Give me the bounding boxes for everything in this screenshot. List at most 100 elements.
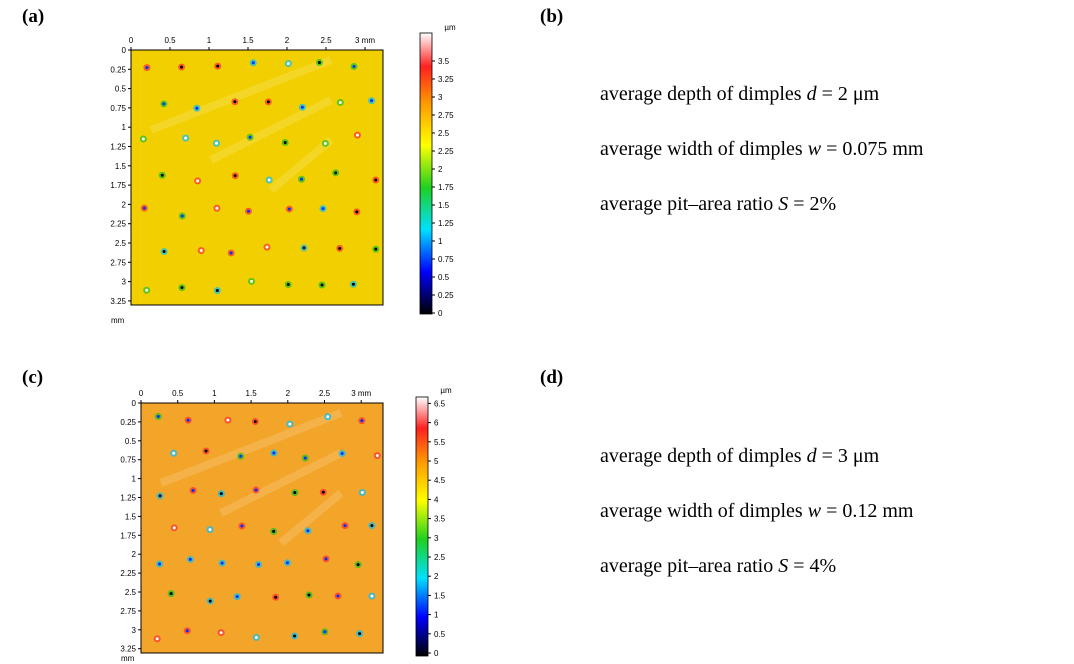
dimple (189, 487, 197, 495)
dimple (193, 104, 201, 112)
y-tick-label: 2.5 (115, 239, 127, 248)
dimple-core (145, 288, 149, 292)
dimple (182, 134, 190, 142)
dimple-core (254, 488, 258, 492)
colorbar-tick-label: 2.5 (434, 553, 446, 562)
y-unit: mm (121, 654, 135, 663)
dimple-core (220, 561, 224, 565)
dimple-core (302, 246, 306, 250)
dimple-core (254, 635, 258, 639)
streak (219, 449, 343, 517)
dimple-core (215, 141, 219, 145)
y-tick-label: 2.75 (110, 258, 126, 267)
colorbar-tick-label: 4 (434, 495, 439, 504)
dimple-core (355, 133, 359, 137)
colorbar-tick-label: 4.5 (434, 476, 446, 485)
dimple (194, 177, 202, 185)
dimple-core (188, 557, 192, 561)
colorbar-tick-label: 5.5 (434, 438, 446, 447)
dimple-core (360, 419, 364, 423)
dimple (245, 207, 253, 215)
dimple-core (208, 599, 212, 603)
dimple-core (272, 451, 276, 455)
dimple (318, 281, 326, 289)
dimple (160, 248, 168, 256)
panel-label: (c) (22, 367, 43, 388)
y-tick-label: 2.25 (110, 220, 126, 229)
dimple-core (351, 282, 355, 286)
dimple (291, 489, 299, 497)
dimple (156, 560, 164, 568)
x-tick-label: 0 (139, 389, 144, 398)
colorbar-tick-label: 1.75 (438, 183, 454, 192)
streak (278, 489, 344, 547)
x-tick-label: 2 (286, 389, 291, 398)
dimple-core (288, 422, 292, 426)
dimple-core (338, 100, 342, 104)
y-unit: mm (111, 316, 125, 325)
y-tick-label: 3.25 (110, 297, 126, 306)
dimple (167, 590, 175, 598)
symbol: w (808, 500, 822, 522)
y-tick-label: 1 (122, 123, 127, 132)
dimple (206, 597, 214, 605)
dimple (154, 413, 162, 421)
dimple (338, 450, 346, 458)
dimple-core (374, 247, 378, 251)
colorbar-tick-label: 1.5 (438, 201, 450, 210)
colorbar-tick-label: 5 (434, 457, 439, 466)
dimple-core (186, 418, 190, 422)
dimple-core (265, 245, 269, 249)
dimple-core (204, 449, 208, 453)
dimple (270, 527, 278, 535)
x-tick-label: 1.5 (246, 389, 258, 398)
dimple-core (267, 178, 271, 182)
x-tick-label: 1 (212, 389, 217, 398)
dimple (291, 632, 299, 640)
y-tick-label: 2 (122, 200, 127, 209)
dimple (178, 284, 186, 292)
y-tick-label: 3 (132, 626, 137, 635)
dimple (184, 416, 192, 424)
dimple-core (180, 286, 184, 290)
colorbar-tick-label: 1 (438, 237, 443, 246)
dimple-core (317, 61, 321, 65)
dimple-core (229, 251, 233, 255)
y-tick-label: 0 (122, 46, 127, 55)
dimple-core (145, 66, 149, 70)
y-tick-label: 0.5 (125, 437, 137, 446)
dimple-core (199, 249, 203, 253)
dimple-core (219, 492, 223, 496)
dimple-core (321, 490, 325, 494)
dimple (237, 452, 245, 460)
dimple (213, 286, 221, 294)
map-background (130, 49, 384, 306)
dimple (246, 133, 254, 141)
dimple-core (320, 283, 324, 287)
dimple-core (142, 206, 146, 210)
dimple-core (215, 288, 219, 292)
symbol: S (778, 193, 788, 215)
y-tick-label: 0.25 (110, 65, 126, 74)
dimple-core (233, 174, 237, 178)
dimple (224, 416, 232, 424)
dimple (368, 522, 376, 530)
panel-label: (b) (540, 6, 563, 27)
streak (159, 409, 343, 487)
y-tick-label: 2.5 (125, 588, 137, 597)
dimple-core (286, 282, 290, 286)
dimple-core (360, 491, 364, 495)
dimple-core (370, 99, 374, 103)
dimple (249, 59, 257, 67)
dimple (170, 449, 178, 457)
dimple (272, 593, 280, 601)
dimple (350, 62, 358, 70)
y-tick-label: 0.25 (120, 418, 136, 427)
dimple (170, 524, 178, 532)
dimple (301, 454, 309, 462)
text: = 2 μm (817, 83, 880, 105)
dimple (143, 64, 151, 72)
dimple-core (343, 524, 347, 528)
dimple (284, 280, 292, 288)
